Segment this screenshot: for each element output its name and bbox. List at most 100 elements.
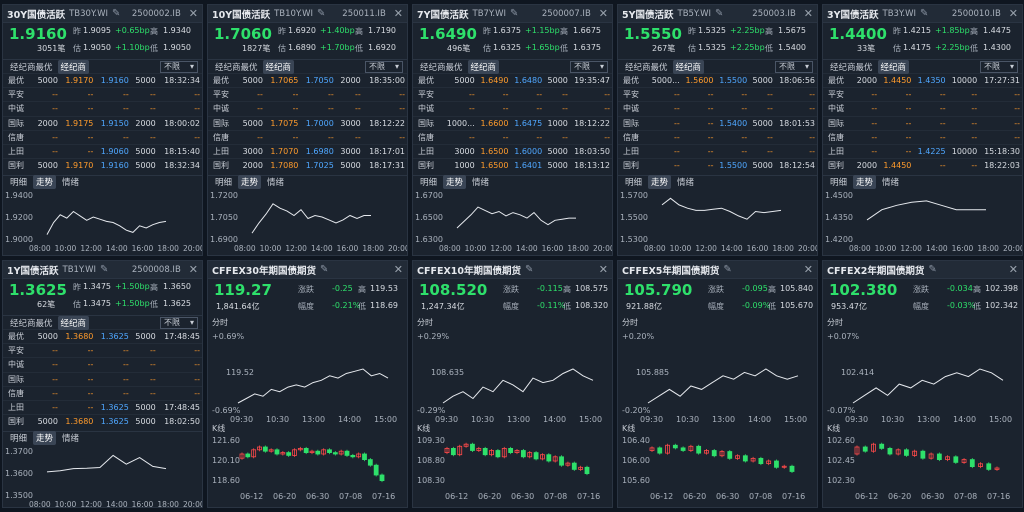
table-row[interactable]: 最优 5000 1.7065 1.7050 2000 18:35:00 (208, 72, 407, 88)
tab-2[interactable]: 情绪 (677, 178, 695, 189)
table-row[interactable]: 平安 -- -- -- -- -- (413, 87, 612, 102)
tab-0[interactable]: 明细 (830, 178, 848, 189)
futures-card[interactable]: CFFEX2年期国债期货 ✎ ✕ 102.380 涨跌 -0.034 高 102.398 953… (822, 260, 1023, 508)
edit-icon[interactable]: ✎ (112, 8, 121, 19)
bond-card[interactable]: 1Y国债活跃 TB1Y.WI ✎ 2500008.IB ✕ 1.3625 昨 1.3475 +1… (2, 260, 203, 508)
table-row[interactable]: 国际 -- -- -- -- -- (823, 115, 1022, 131)
edit-icon[interactable]: ✎ (100, 264, 109, 275)
table-row[interactable]: 平安 -- -- -- -- -- (208, 87, 407, 102)
tab-broker[interactable]: 经纪商 (467, 59, 500, 74)
table-row[interactable]: 中诚 -- -- -- -- -- (413, 101, 612, 117)
table-row[interactable]: 信唐 -- -- -- -- -- (823, 129, 1022, 145)
tab-2[interactable]: 情绪 (472, 178, 490, 189)
bond-name[interactable]: 5Y国债活跃 (622, 9, 674, 21)
table-row[interactable]: 中诚 -- -- -- -- -- (208, 101, 407, 117)
tab-2[interactable]: 情绪 (62, 178, 80, 189)
bond-card[interactable]: 3Y国债活跃 TB3Y.WI ✎ 2500010.IB ✕ 1.4400 昨 1.4215 +1… (822, 4, 1023, 256)
bond-name[interactable]: 10Y国债活跃 (212, 9, 271, 21)
bond-card[interactable]: 5Y国债活跃 TB5Y.WI ✎ 250003.IB ✕ 1.5550 昨 1.5325 +2.… (617, 4, 818, 256)
table-row[interactable]: 最优 2000 1.4450 1.4350 10000 17:27:31 (823, 72, 1022, 88)
table-row[interactable]: 上田 3000 1.7070 1.6980 3000 18:17:01 (208, 143, 407, 159)
table-row[interactable]: 最优 5000 1.3680 1.3625 5000 17:48:45 (3, 328, 202, 344)
table-row[interactable]: 中诚 -- -- -- -- -- (3, 357, 202, 373)
table-row[interactable]: 上田 -- -- 1.4225 10000 15:18:30 (823, 143, 1022, 159)
close-icon[interactable]: ✕ (803, 7, 813, 20)
edit-icon[interactable]: ✎ (723, 264, 732, 275)
tab-broker-best[interactable]: 经纪商最优 (420, 62, 463, 73)
table-row[interactable]: 国际 1000... 1.6600 1.6475 1000 18:12:22 (413, 115, 612, 131)
close-icon[interactable]: ✕ (1008, 263, 1018, 276)
table-row[interactable]: 中诚 -- -- -- -- -- (823, 101, 1022, 117)
close-icon[interactable]: ✕ (393, 7, 403, 20)
tab-1[interactable]: 走势 (648, 175, 672, 190)
filter-select[interactable]: 不限 ▾ (160, 316, 198, 329)
bond-card[interactable]: 10Y国债活跃 TB10Y.WI ✎ 250011.IB ✕ 1.7060 昨 1.6920 +… (207, 4, 408, 256)
table-row[interactable]: 信唐 -- -- -- -- -- (3, 129, 202, 145)
tab-0[interactable]: 明细 (215, 178, 233, 189)
filter-select[interactable]: 不限 ▾ (775, 60, 813, 73)
edit-icon[interactable]: ✎ (928, 264, 937, 275)
tab-0[interactable]: 明细 (10, 434, 28, 445)
table-row[interactable]: 信唐 -- -- -- -- -- (3, 385, 202, 401)
table-row[interactable]: 上田 3000 1.6500 1.6000 5000 18:03:50 (413, 143, 612, 159)
close-icon[interactable]: ✕ (598, 263, 608, 276)
tab-broker[interactable]: 经纪商 (57, 315, 90, 330)
bond-card[interactable]: 7Y国债活跃 TB7Y.WI ✎ 2500007.IB ✕ 1.6490 昨 1.6375 +1… (412, 4, 613, 256)
close-icon[interactable]: ✕ (598, 7, 608, 20)
tab-broker[interactable]: 经纪商 (57, 59, 90, 74)
edit-icon[interactable]: ✎ (920, 8, 929, 19)
tab-broker-best[interactable]: 经纪商最优 (10, 62, 53, 73)
close-icon[interactable]: ✕ (188, 7, 198, 20)
bond-card[interactable]: 30Y国债活跃 TB30Y.WI ✎ 2500002.IB ✕ 1.9160 昨 1.9095… (2, 4, 203, 256)
bond-name[interactable]: 7Y国债活跃 (417, 9, 469, 21)
table-row[interactable]: 国利 1000 1.6500 1.6401 5000 18:13:12 (413, 158, 612, 173)
table-row[interactable]: 最优 5000 1.6490 1.6480 5000 19:35:47 (413, 72, 612, 88)
tab-1[interactable]: 走势 (443, 175, 467, 190)
futures-name[interactable]: CFFEX10年期国债期货 (417, 265, 521, 277)
edit-icon[interactable]: ✎ (715, 8, 724, 19)
filter-select[interactable]: 不限 ▾ (365, 60, 403, 73)
table-row[interactable]: 信唐 -- -- -- -- -- (618, 129, 817, 145)
table-row[interactable]: 中诚 -- -- -- -- -- (3, 101, 202, 117)
tab-1[interactable]: 走势 (33, 175, 57, 190)
edit-icon[interactable]: ✎ (510, 8, 519, 19)
edit-icon[interactable]: ✎ (320, 264, 329, 275)
table-row[interactable]: 平安 -- -- -- -- -- (3, 87, 202, 102)
table-row[interactable]: 上田 -- -- -- -- -- (618, 143, 817, 159)
tab-1[interactable]: 走势 (853, 175, 877, 190)
table-row[interactable]: 上田 -- -- 1.9060 5000 18:15:40 (3, 143, 202, 159)
table-row[interactable]: 最优 5000... 1.5600 1.5500 5000 18:06:56 (618, 72, 817, 88)
table-row[interactable]: 国际 2000 1.9175 1.9150 2000 18:00:02 (3, 115, 202, 131)
table-row[interactable]: 信唐 -- -- -- -- -- (208, 129, 407, 145)
table-row[interactable]: 上田 -- -- 1.3625 5000 17:48:45 (3, 399, 202, 415)
tab-broker-best[interactable]: 经纪商最优 (215, 62, 258, 73)
close-icon[interactable]: ✕ (393, 263, 403, 276)
futures-name[interactable]: CFFEX5年期国债期货 (622, 265, 720, 277)
tab-broker-best[interactable]: 经纪商最优 (10, 318, 53, 329)
futures-card[interactable]: CFFEX10年期国债期货 ✎ ✕ 108.520 涨跌 -0.115 高 108.575 1,… (412, 260, 613, 508)
futures-card[interactable]: CFFEX5年期国债期货 ✎ ✕ 105.790 涨跌 -0.095 高 105.840 921… (617, 260, 818, 508)
filter-select[interactable]: 不限 ▾ (980, 60, 1018, 73)
tab-broker[interactable]: 经纪商 (262, 59, 295, 74)
close-icon[interactable]: ✕ (188, 263, 198, 276)
futures-name[interactable]: CFFEX2年期国债期货 (827, 265, 925, 277)
tab-0[interactable]: 明细 (420, 178, 438, 189)
table-row[interactable]: 国利 5000 1.9170 1.9160 5000 18:32:34 (3, 158, 202, 173)
bond-name[interactable]: 3Y国债活跃 (827, 9, 879, 21)
table-row[interactable]: 国际 -- -- -- -- -- (3, 371, 202, 387)
tab-broker-best[interactable]: 经纪商最优 (830, 62, 873, 73)
table-row[interactable]: 国际 -- -- 1.5400 5000 18:01:53 (618, 115, 817, 131)
tab-0[interactable]: 明细 (10, 178, 28, 189)
table-row[interactable]: 信唐 -- -- -- -- -- (413, 129, 612, 145)
table-row[interactable]: 平安 -- -- -- -- -- (618, 87, 817, 102)
table-row[interactable]: 最优 5000 1.9170 1.9160 5000 18:32:34 (3, 72, 202, 88)
tab-2[interactable]: 情绪 (62, 434, 80, 445)
filter-select[interactable]: 不限 ▾ (160, 60, 198, 73)
table-row[interactable]: 平安 -- -- -- -- -- (823, 87, 1022, 102)
bond-name[interactable]: 30Y国债活跃 (7, 9, 66, 21)
tab-1[interactable]: 走势 (238, 175, 262, 190)
tab-broker[interactable]: 经纪商 (672, 59, 705, 74)
table-row[interactable]: 国际 5000 1.7075 1.7000 3000 18:12:22 (208, 115, 407, 131)
table-row[interactable]: 国利 -- -- 1.5500 5000 18:12:54 (618, 158, 817, 173)
tab-0[interactable]: 明细 (625, 178, 643, 189)
